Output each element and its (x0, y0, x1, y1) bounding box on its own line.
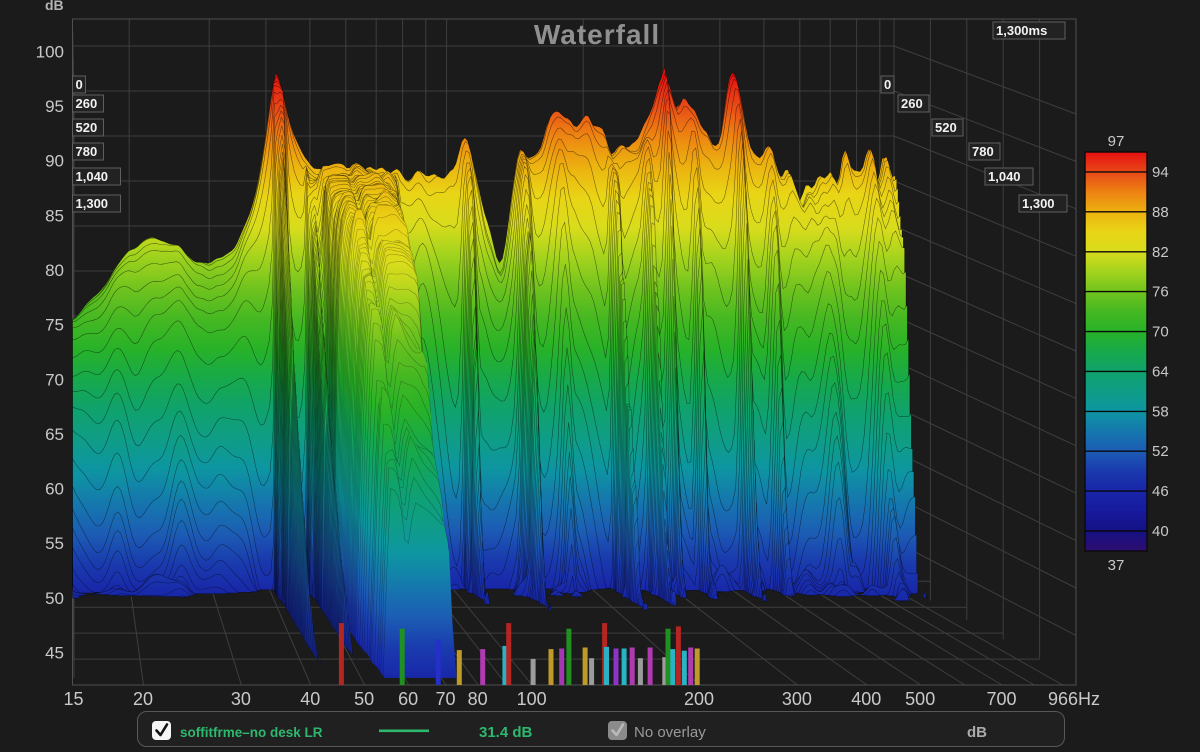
svg-text:45: 45 (45, 644, 64, 663)
svg-text:260: 260 (76, 96, 98, 111)
svg-text:300: 300 (782, 689, 812, 709)
svg-text:15: 15 (63, 689, 83, 709)
svg-text:65: 65 (45, 425, 64, 444)
svg-text:52: 52 (1152, 443, 1169, 460)
svg-text:97: 97 (1108, 133, 1125, 150)
svg-text:60: 60 (45, 480, 64, 499)
svg-text:90: 90 (45, 152, 64, 171)
svg-text:No overlay: No overlay (634, 724, 706, 741)
svg-text:94: 94 (1152, 164, 1169, 181)
svg-text:20: 20 (133, 689, 153, 709)
svg-text:dB: dB (967, 724, 987, 741)
svg-text:58: 58 (1152, 403, 1169, 420)
svg-text:31.4 dB: 31.4 dB (479, 724, 533, 741)
svg-text:60: 60 (398, 689, 418, 709)
svg-text:50: 50 (354, 689, 374, 709)
svg-text:0: 0 (76, 77, 83, 92)
svg-text:64: 64 (1152, 363, 1169, 380)
svg-text:1,300: 1,300 (76, 196, 109, 211)
svg-text:100: 100 (517, 689, 547, 709)
svg-text:780: 780 (76, 144, 98, 159)
svg-text:1,040: 1,040 (76, 169, 109, 184)
svg-text:55: 55 (45, 534, 64, 553)
svg-text:0: 0 (884, 77, 891, 92)
svg-text:1,300ms: 1,300ms (996, 23, 1047, 38)
svg-text:50: 50 (45, 589, 64, 608)
svg-text:1,040: 1,040 (988, 169, 1021, 184)
svg-text:70: 70 (45, 370, 64, 389)
svg-text:40: 40 (300, 689, 320, 709)
svg-text:80: 80 (45, 261, 64, 280)
svg-text:780: 780 (972, 144, 994, 159)
svg-text:40: 40 (1152, 523, 1169, 540)
svg-text:88: 88 (1152, 204, 1169, 221)
svg-text:400: 400 (851, 689, 881, 709)
svg-text:dB: dB (45, 0, 64, 13)
svg-text:soffitfrme–no desk LR: soffitfrme–no desk LR (180, 725, 323, 740)
svg-text:75: 75 (45, 316, 64, 335)
svg-text:1,300: 1,300 (1022, 196, 1055, 211)
svg-text:76: 76 (1152, 284, 1169, 301)
svg-text:95: 95 (45, 97, 64, 116)
svg-text:85: 85 (45, 206, 64, 225)
svg-text:46: 46 (1152, 483, 1169, 500)
svg-text:80: 80 (468, 689, 488, 709)
svg-text:82: 82 (1152, 244, 1169, 261)
svg-text:500: 500 (905, 689, 935, 709)
svg-text:37: 37 (1108, 557, 1125, 574)
svg-text:30: 30 (231, 689, 251, 709)
svg-text:700: 700 (986, 689, 1016, 709)
svg-text:70: 70 (1152, 324, 1169, 341)
svg-text:520: 520 (935, 120, 957, 135)
svg-text:70: 70 (435, 689, 455, 709)
svg-text:200: 200 (684, 689, 714, 709)
svg-text:520: 520 (76, 120, 98, 135)
svg-text:Waterfall: Waterfall (534, 19, 660, 50)
svg-text:100: 100 (36, 42, 64, 61)
svg-text:260: 260 (901, 96, 923, 111)
svg-text:966Hz: 966Hz (1048, 689, 1100, 709)
